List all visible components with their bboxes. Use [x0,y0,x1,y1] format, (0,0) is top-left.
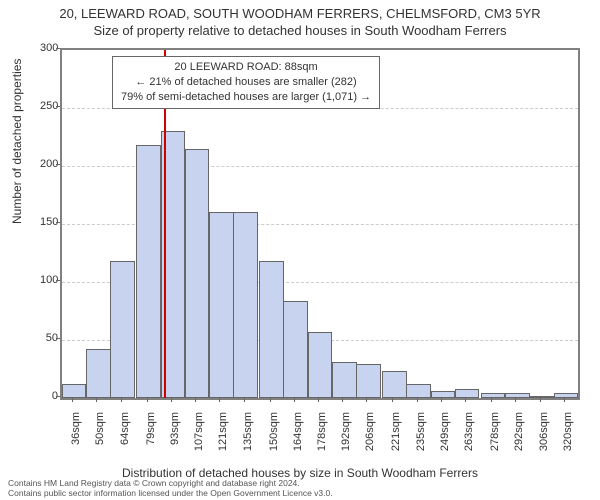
x-tick-label: 249sqm [439,412,451,456]
x-tick-mark [540,398,541,402]
histogram-bar [505,393,530,398]
x-tick-mark [294,398,295,402]
histogram-bar [259,261,284,398]
y-tick-mark [56,164,60,165]
y-axis-label: Number of detached properties [10,59,24,224]
x-tick-mark [244,398,245,402]
x-tick-label: 263sqm [463,412,475,456]
histogram-bar [308,332,333,398]
histogram-bar [529,396,554,398]
histogram-bar [185,149,210,398]
histogram-bar [86,349,111,398]
y-tick-mark [56,280,60,281]
x-tick-mark [121,398,122,402]
annotation-box: 20 LEEWARD ROAD: 88sqm← 21% of detached … [112,56,380,109]
histogram-bar [356,364,381,398]
x-tick-mark [366,398,367,402]
footer-attribution: Contains HM Land Registry data © Crown c… [8,478,333,498]
histogram-bar [110,261,135,398]
histogram-bar [382,371,407,398]
chart-title-main: 20, LEEWARD ROAD, SOUTH WOODHAM FERRERS,… [0,0,600,21]
x-tick-mark [318,398,319,402]
x-tick-mark [195,398,196,402]
y-tick-mark [56,222,60,223]
histogram-bar [406,384,431,398]
x-tick-label: 64sqm [119,412,131,456]
x-tick-mark [515,398,516,402]
histogram-bar [481,393,506,398]
x-tick-mark [441,398,442,402]
x-tick-mark [171,398,172,402]
x-tick-label: 150sqm [268,412,280,456]
y-tick-mark [56,48,60,49]
annotation-line: 79% of semi-detached houses are larger (… [121,90,371,105]
histogram-bar [233,212,258,398]
x-tick-label: 320sqm [562,412,574,456]
x-tick-mark [417,398,418,402]
y-tick-mark [56,338,60,339]
annotation-line: ← 21% of detached houses are smaller (28… [121,75,371,90]
x-tick-label: 50sqm [94,412,106,456]
histogram-bar [431,391,456,398]
x-tick-label: 164sqm [292,412,304,456]
y-tick-mark [56,396,60,397]
x-tick-mark [342,398,343,402]
histogram-bar [209,212,234,398]
x-tick-mark [219,398,220,402]
x-tick-mark [465,398,466,402]
x-tick-label: 36sqm [70,412,82,456]
x-tick-label: 107sqm [193,412,205,456]
chart-title-sub: Size of property relative to detached ho… [0,21,600,38]
histogram-bar [455,389,480,398]
x-tick-label: 192sqm [340,412,352,456]
histogram-bar [332,362,357,398]
histogram-bar [283,301,308,398]
x-tick-mark [147,398,148,402]
histogram-plot-area: 20 LEEWARD ROAD: 88sqm← 21% of detached … [60,48,580,400]
x-tick-mark [564,398,565,402]
x-tick-label: 306sqm [538,412,550,456]
x-tick-label: 135sqm [242,412,254,456]
x-tick-label: 93sqm [169,412,181,456]
x-tick-label: 206sqm [364,412,376,456]
histogram-bar [62,384,87,398]
x-tick-mark [270,398,271,402]
x-tick-mark [491,398,492,402]
x-tick-mark [96,398,97,402]
x-tick-label: 178sqm [316,412,328,456]
x-tick-mark [392,398,393,402]
annotation-line: 20 LEEWARD ROAD: 88sqm [121,60,371,75]
footer-line-2: Contains public sector information licen… [8,488,333,498]
x-tick-mark [72,398,73,402]
x-tick-label: 221sqm [390,412,402,456]
x-tick-label: 121sqm [217,412,229,456]
y-tick-mark [56,106,60,107]
x-tick-label: 79sqm [145,412,157,456]
x-tick-label: 278sqm [489,412,501,456]
histogram-bar [554,393,579,398]
histogram-bar [136,145,161,398]
x-tick-label: 292sqm [513,412,525,456]
x-tick-label: 235sqm [415,412,427,456]
footer-line-1: Contains HM Land Registry data © Crown c… [8,478,333,488]
